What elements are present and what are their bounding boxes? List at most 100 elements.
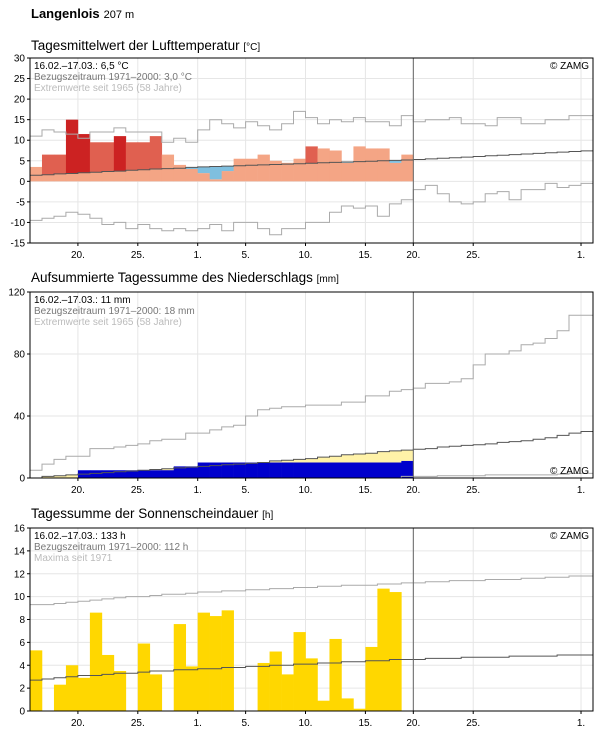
x-tick-label: 1.: [577, 250, 585, 261]
precipitation-bar: [233, 462, 246, 478]
temperature-bar: [209, 179, 222, 182]
temperature-bar: [125, 170, 139, 182]
temperature-bar: [293, 163, 306, 182]
temperature-panel-title: Tagesmittelwert der Lufttemperatur [°C]: [31, 38, 260, 53]
precipitation-bar: [365, 462, 378, 478]
x-tick-label: 20.: [71, 718, 85, 729]
temperature-bar-below-normal: [209, 166, 222, 180]
x-tick-label: 1.: [577, 485, 585, 496]
precipitation-bar: [137, 470, 151, 478]
temperature-bar: [65, 173, 79, 182]
y-tick-label: 6: [19, 638, 25, 649]
sunshine-bar: [149, 674, 163, 711]
y-tick-label: -15: [11, 239, 26, 250]
temperature-bar: [161, 168, 175, 182]
x-tick-label: 15.: [358, 718, 372, 729]
temperature-bar-anomaly: [245, 158, 258, 166]
x-tick-label: 20.: [71, 250, 85, 261]
temperature-bar: [317, 162, 330, 182]
sunshine-bar: [197, 612, 210, 711]
sunshine-bar: [53, 684, 67, 711]
temperature-bar-anomaly: [77, 134, 91, 173]
temperature-bar-anomaly: [101, 142, 115, 172]
x-tick-label: 1.: [194, 718, 202, 729]
x-tick-label: 20.: [71, 485, 85, 496]
precipitation-bar: [185, 466, 199, 478]
precipitation-unit: [mm]: [316, 274, 339, 285]
temperature-bar-anomaly: [269, 160, 282, 165]
y-tick-label: 14: [14, 546, 26, 557]
precipitation-bar: [101, 470, 115, 478]
y-tick-label: 80: [14, 350, 26, 361]
temperature-bar: [233, 165, 246, 182]
y-tick-label: 10: [14, 592, 26, 603]
x-tick-label: 25.: [131, 718, 145, 729]
temperature-bar: [41, 174, 55, 182]
temperature-bar: [149, 169, 163, 182]
sunshine-bar: [389, 592, 402, 711]
temperature-bar-anomaly: [329, 150, 342, 163]
x-tick-label: 15.: [358, 485, 372, 496]
precipitation-bar: [149, 470, 163, 478]
precipitation-bar: [161, 470, 175, 478]
temperature-bar: [257, 164, 270, 182]
precipitation-bar: [281, 462, 294, 478]
info-line-1: Bezugszeitraum 1971–2000: 3,0 °C: [34, 72, 192, 83]
precipitation-bar: [389, 462, 402, 478]
temperature-bar: [353, 161, 366, 182]
x-tick-label: 25.: [466, 250, 480, 261]
y-tick-label: 0: [19, 707, 25, 718]
normal-line: [30, 150, 593, 176]
x-tick-label: 5.: [241, 718, 249, 729]
temperature-bar-anomaly: [353, 146, 366, 162]
sunshine-bar: [365, 646, 378, 711]
temperature-bar-anomaly: [125, 142, 139, 171]
info-line-0: 16.02.–17.03.: 11 mm: [34, 295, 131, 306]
temperature-bar: [173, 168, 187, 182]
temperature-bar: [329, 162, 342, 182]
temperature-title: Tagesmittelwert der Lufttemperatur: [31, 38, 240, 53]
precipitation-bar: [209, 462, 222, 478]
temperature-bar: [101, 171, 115, 182]
sunshine-bar: [293, 632, 306, 711]
zamg-watermark: © ZAMG: [550, 466, 589, 477]
info-line-2: Extremwerte seit 1965 (58 Jahre): [34, 83, 182, 94]
precipitation-panel-title: Aufsummierte Tagessumme des Niederschlag…: [31, 270, 339, 285]
temperature-bar-anomaly: [257, 154, 270, 165]
y-tick-label: 2: [19, 684, 25, 695]
chart-panel-2: 16 14 12 10 8 6 4 2 0 20. 25. 1. 5. 10. 15. 20. 25. 1. 16.…: [14, 524, 594, 729]
temperature-bar: [113, 171, 127, 182]
temperature-unit: [°C]: [243, 42, 261, 53]
station-header: Langenlois 207 m: [31, 6, 134, 21]
temperature-bar: [377, 160, 390, 182]
temperature-bar-anomaly: [41, 154, 55, 175]
info-line-2: Extremwerte seit 1965 (58 Jahre): [34, 317, 182, 328]
sunshine-bar: [185, 666, 199, 711]
precipitation-bar: [317, 462, 330, 478]
precipitation-bar: [341, 462, 354, 478]
y-tick-label: 8: [19, 615, 25, 626]
temperature-bar: [185, 169, 199, 182]
temperature-bar: [365, 161, 378, 182]
precipitation-bar: [245, 462, 258, 478]
x-tick-label: 25.: [466, 718, 480, 729]
x-tick-label: 20.: [406, 718, 420, 729]
temperature-bar-below-normal: [197, 166, 210, 174]
x-tick-label: 1.: [194, 485, 202, 496]
y-tick-label: 16: [14, 524, 26, 535]
precipitation-bar: [221, 462, 234, 478]
y-tick-label: 30: [14, 54, 26, 65]
temperature-bar-anomaly: [365, 148, 378, 162]
min-extreme-line: [30, 182, 593, 236]
sunshine-bar: [377, 588, 390, 711]
sunshine-panel-title: Tagessumme der Sonnenscheindauer [h]: [31, 506, 273, 521]
x-tick-label: 10.: [299, 485, 313, 496]
y-tick-label: 0: [19, 177, 25, 188]
temperature-bar-anomaly: [377, 148, 390, 161]
temperature-bar-anomaly: [305, 146, 318, 164]
temperature-bar: [77, 172, 91, 182]
max-extreme-line: [30, 575, 593, 606]
temperature-bar-anomaly: [113, 136, 127, 172]
temperature-bar: [305, 163, 318, 182]
x-tick-label: 10.: [299, 250, 313, 261]
